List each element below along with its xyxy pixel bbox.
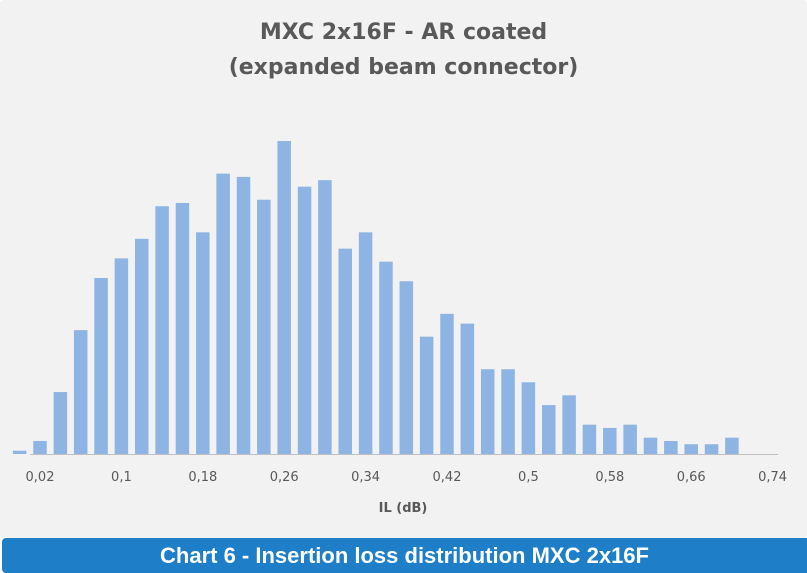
histogram-bar: [664, 440, 678, 454]
x-tick-label: 0,74: [758, 470, 787, 485]
x-tick-label: 0,58: [595, 470, 624, 485]
histogram-bar: [175, 202, 190, 454]
histogram-bar: [94, 277, 108, 454]
bars-group: [12, 141, 739, 455]
histogram-bar: [480, 369, 495, 454]
histogram-bar: [460, 323, 475, 454]
histogram-bar: [53, 392, 68, 454]
histogram-bar: [542, 405, 556, 454]
histogram-bar: [135, 238, 149, 454]
x-tick-label: 0,26: [270, 470, 299, 485]
histogram-bar: [114, 258, 129, 454]
histogram-bar: [277, 141, 291, 455]
histogram-bar: [521, 382, 536, 454]
histogram-bar: [236, 176, 251, 454]
x-tick-label: 0,5: [518, 470, 539, 485]
x-tick-labels: 0,02 0,1 0,18 0,26 0,34 0,42 0,5 0,58 0,66 0,74: [26, 470, 788, 485]
histogram-bar: [643, 437, 658, 454]
x-tick-label: 0,34: [351, 470, 380, 485]
histogram-bar: [684, 444, 698, 454]
histogram-bar: [501, 369, 515, 454]
chart-caption: Chart 6 - Insertion loss distribution MX…: [2, 538, 807, 573]
x-tick-label: 0,1: [111, 470, 132, 485]
x-tick-label: 0,18: [188, 470, 217, 485]
histogram-bar: [155, 206, 169, 454]
x-tick-label: 0,02: [26, 470, 55, 485]
histogram-bar: [704, 444, 719, 454]
histogram-bar: [216, 173, 230, 454]
x-tick-label: 0,42: [433, 470, 462, 485]
histogram-bar: [725, 437, 739, 454]
histogram-chart: 0,02 0,1 0,18 0,26 0,34 0,42 0,5 0,58 0,66 0,74 I…: [12, 141, 788, 516]
x-tick-label: 0,66: [677, 470, 706, 485]
histogram-bar: [358, 232, 373, 454]
chart-subtitle: (expanded beam connector): [228, 55, 579, 80]
histogram-bar: [318, 180, 332, 454]
chart-title: MXC 2x16F - AR coated: [259, 20, 548, 45]
histogram-bar: [338, 248, 352, 454]
histogram-bar: [379, 261, 393, 454]
histogram-bar: [562, 395, 576, 454]
histogram-bar: [73, 330, 88, 454]
histogram-bar: [582, 424, 597, 454]
histogram-bar: [257, 199, 271, 454]
histogram-bar: [12, 450, 27, 454]
histogram-bar: [440, 313, 454, 454]
histogram-bar: [399, 281, 414, 454]
x-axis-label: IL (dB): [379, 501, 428, 516]
histogram-bar: [196, 232, 210, 454]
histogram-bar: [419, 336, 434, 454]
histogram-bar: [603, 427, 617, 454]
histogram-bar: [623, 424, 637, 454]
histogram-bar: [33, 440, 47, 454]
histogram-bar: [297, 186, 312, 454]
